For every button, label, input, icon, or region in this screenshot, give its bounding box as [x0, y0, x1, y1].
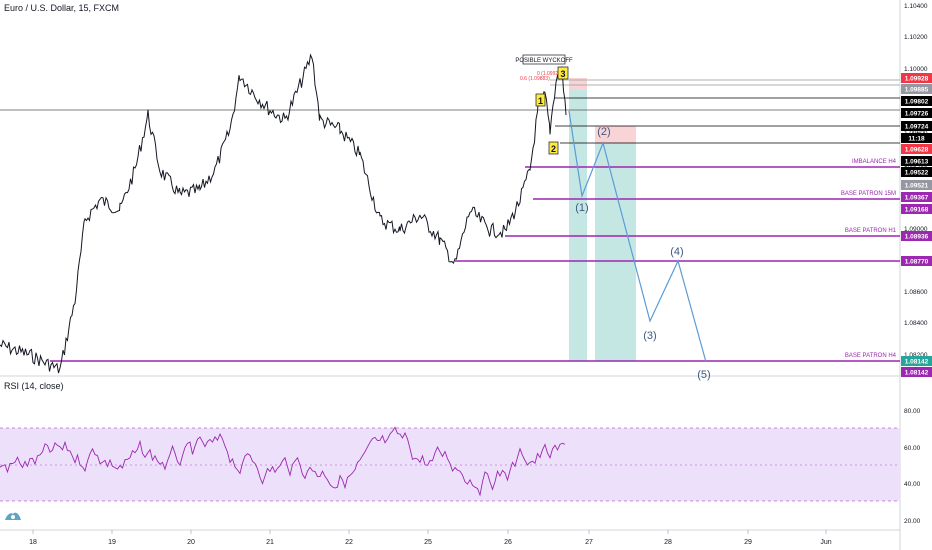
time-tick-label: 29 — [744, 539, 752, 546]
rsi-tick-label: 40.00 — [904, 481, 921, 488]
price-badge — [901, 133, 932, 143]
rsi-tick-label: 20.00 — [904, 518, 921, 525]
price-badge — [901, 84, 932, 94]
price-badge-label: 1.08142 — [905, 359, 929, 366]
tradingview-logo-icon[interactable] — [4, 510, 22, 522]
price-badge-label: 1.09168 — [905, 207, 929, 214]
rsi-series — [0, 426, 566, 497]
price-badge — [901, 167, 932, 177]
wyckoff-label-box — [522, 54, 566, 65]
time-tick-label: 20 — [187, 539, 195, 546]
price-tick-label: 1.10400 — [904, 3, 928, 10]
price-badges: 1.09928 1.09885 1.09802 1.09726 1.09724 11:18… — [901, 73, 932, 377]
price-badge-label: 1.08142 — [905, 370, 929, 377]
price-badge — [901, 144, 932, 154]
price-badge — [901, 356, 932, 366]
price-badge-label: 1.09522 — [905, 170, 929, 177]
price-badge-label: 1.09885 — [905, 87, 929, 94]
rsi-axis: 80.00 60.00 40.00 20.00 — [904, 408, 921, 525]
price-tick-label: 1.10000 — [904, 66, 928, 73]
time-tick-label: 22 — [345, 539, 353, 546]
marker-1: 1 — [538, 96, 543, 106]
time-tick-label: 25 — [424, 539, 432, 546]
price-tick-label: 1.09000 — [904, 226, 928, 233]
fib-label: 0.6 (1.09883) — [520, 76, 550, 82]
price-badge-label: 1.09802 — [905, 99, 929, 106]
price-badge — [901, 367, 932, 377]
stop-zone-1 — [569, 78, 587, 90]
purple-levels — [50, 166, 900, 362]
price-badge — [901, 73, 932, 83]
label-base-h4: BASE PATRON H4 — [845, 353, 897, 359]
price-badge — [901, 256, 932, 266]
price-badge-label: 1.09928 — [905, 76, 929, 83]
wave-label-2: (2) — [597, 126, 610, 138]
time-tick-label: Jun — [820, 539, 831, 546]
price-badge — [901, 204, 932, 214]
price-badge — [901, 156, 932, 166]
price-badge-label: 1.09724 — [905, 124, 929, 131]
fib-label-2: 0 (1.09927) — [537, 71, 563, 77]
price-badge-label: 1.09367 — [905, 195, 929, 202]
price-tick-label: 1.08200 — [904, 352, 928, 359]
time-tick-label: 26 — [504, 539, 512, 546]
wave-projection-line — [568, 110, 707, 363]
marker-3: 3 — [560, 69, 565, 79]
time-axis[interactable]: 18 19 20 21 22 25 26 27 28 29 Jun — [29, 530, 832, 546]
rsi-tick-label: 60.00 — [904, 445, 921, 452]
price-tick-label: 1.10200 — [904, 34, 928, 41]
price-series — [0, 53, 567, 374]
price-badge — [901, 108, 932, 118]
target-zone-1 — [569, 90, 587, 361]
price-badge — [901, 180, 932, 190]
wave-label-5: (5) — [697, 369, 710, 381]
price-badge — [901, 231, 932, 241]
wyckoff-label: POSIBLE WYCKOFF — [515, 58, 573, 64]
price-badge-label: 1.09628 — [905, 147, 929, 154]
price-badge-label: 1.09613 — [905, 159, 929, 166]
label-imbalance: IMBALANCE H4 — [852, 159, 897, 165]
horizontal-levels — [0, 79, 900, 144]
price-badge-label: 1.09521 — [905, 183, 929, 190]
price-badge — [901, 96, 932, 106]
time-tick-label: 28 — [664, 539, 672, 546]
marker-box-2 — [548, 141, 559, 155]
price-badge — [901, 121, 932, 131]
price-badge-label: 1.08770 — [905, 259, 929, 266]
time-tick-label: 27 — [585, 539, 593, 546]
price-tick-label: 1.08600 — [904, 289, 928, 296]
time-tick-label: 21 — [266, 539, 274, 546]
price-badge-label: 11:18 — [908, 136, 925, 143]
price-badge-label: 1.08936 — [905, 234, 929, 241]
stop-zone-2 — [595, 126, 636, 143]
marker-box-3 — [557, 66, 569, 80]
price-badge-label: 1.09726 — [905, 111, 929, 118]
chart-title: Euro / U.S. Dollar, 15, FXCM — [4, 3, 120, 13]
price-badge — [901, 192, 932, 202]
rsi-title: RSI (14, close) — [4, 381, 64, 391]
time-tick-label: 18 — [29, 539, 37, 546]
rsi-tick-label: 80.00 — [904, 408, 921, 415]
wave-label-1: (1) — [575, 202, 588, 214]
marker-2: 2 — [551, 144, 556, 154]
time-tick-label: 19 — [108, 539, 116, 546]
wave-label-3: (3) — [643, 330, 656, 342]
marker-box-1 — [535, 93, 546, 107]
wave-label-4: (4) — [670, 246, 683, 258]
label-base-15m: BASE PATRON 15M — [841, 191, 896, 197]
target-zone-2 — [595, 143, 636, 361]
price-tick-label: 1.08400 — [904, 320, 928, 327]
label-base-h1: BASE PATRON H1 — [845, 228, 897, 234]
